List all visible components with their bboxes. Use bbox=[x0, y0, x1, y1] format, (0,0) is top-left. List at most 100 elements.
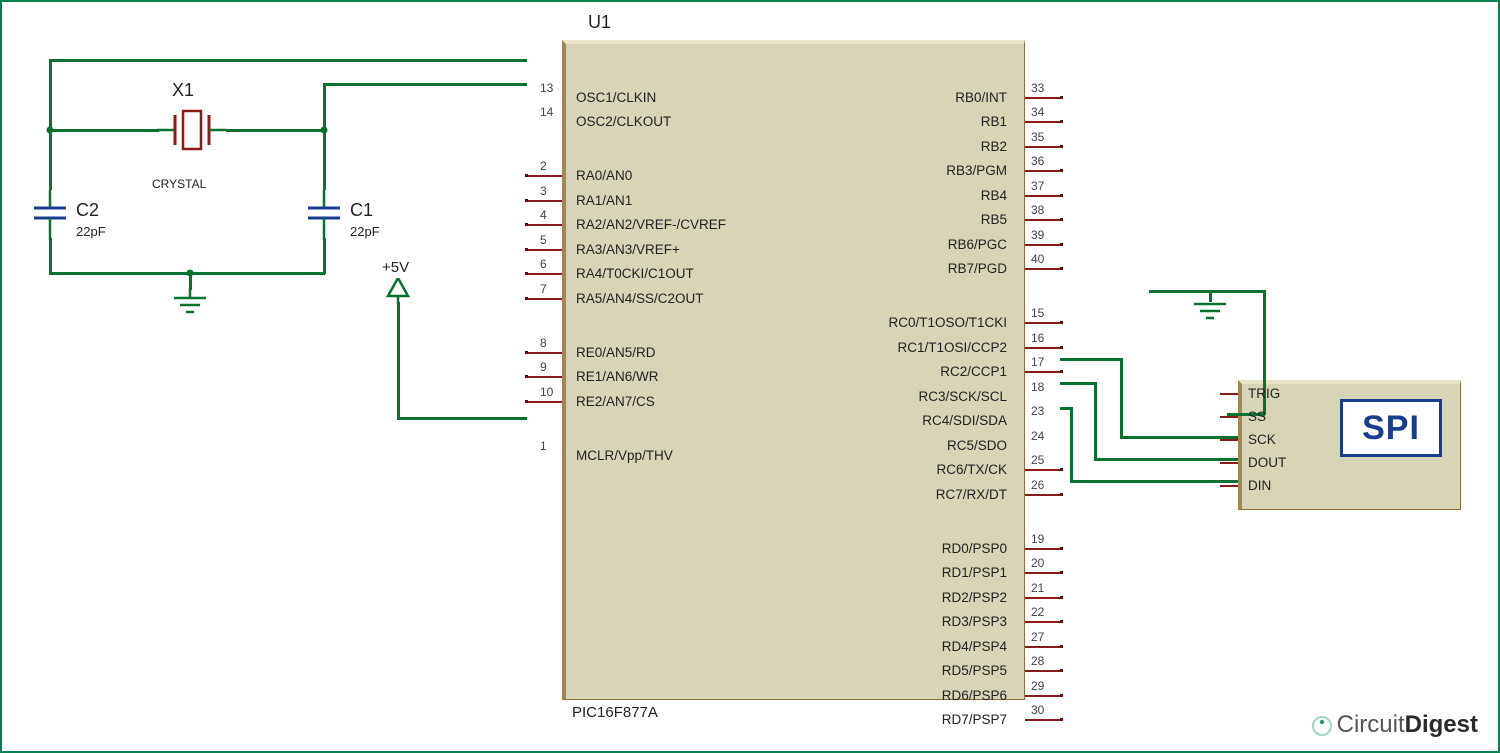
wire bbox=[397, 417, 527, 420]
crystal-ref: X1 bbox=[172, 80, 194, 101]
spi-pin-stub bbox=[1220, 485, 1238, 487]
pin-stub-end bbox=[1060, 267, 1063, 270]
pin-label: RE2/AN7/CS bbox=[576, 394, 655, 409]
pin-stub-end bbox=[1060, 370, 1063, 373]
pin-number: 3 bbox=[540, 184, 547, 198]
wire bbox=[1070, 407, 1073, 482]
pin-label: RD5/PSP5 bbox=[942, 663, 1007, 678]
pin-number: 26 bbox=[1031, 478, 1044, 492]
pin-number: 6 bbox=[540, 257, 547, 271]
pin-stub bbox=[1025, 121, 1061, 123]
junction bbox=[47, 127, 54, 134]
pin-label: RA1/AN1 bbox=[576, 193, 632, 208]
pin-label: OSC1/CLKIN bbox=[576, 90, 656, 105]
pin-stub bbox=[526, 175, 562, 177]
pin-stub-end bbox=[1060, 346, 1063, 349]
pin-stub-end bbox=[1060, 694, 1063, 697]
pin-label: RB4 bbox=[981, 188, 1007, 203]
pin-stub bbox=[1025, 469, 1061, 471]
pin-number: 13 bbox=[540, 81, 553, 95]
pin-stub bbox=[1025, 170, 1061, 172]
pin-stub bbox=[1025, 494, 1061, 496]
wire bbox=[323, 238, 326, 274]
pin-stub-end bbox=[1060, 194, 1063, 197]
pin-number: 2 bbox=[540, 159, 547, 173]
pin-number: 24 bbox=[1031, 429, 1044, 443]
pin-stub-end bbox=[1060, 718, 1063, 721]
pin-number: 5 bbox=[540, 233, 547, 247]
pin-stub-end bbox=[1060, 96, 1063, 99]
wire bbox=[1120, 358, 1123, 438]
pin-label: RB6/PGC bbox=[948, 237, 1007, 252]
pin-number: 35 bbox=[1031, 130, 1044, 144]
pin-stub bbox=[526, 224, 562, 226]
spi-pin-label: DIN bbox=[1248, 478, 1271, 493]
pin-label: RC2/CCP1 bbox=[940, 364, 1007, 379]
pin-stub bbox=[1025, 268, 1061, 270]
pin-stub bbox=[1025, 195, 1061, 197]
pin-number: 38 bbox=[1031, 203, 1044, 217]
pin-number: 8 bbox=[540, 336, 547, 350]
pin-label: RD1/PSP1 bbox=[942, 565, 1007, 580]
pin-stub-end bbox=[1060, 596, 1063, 599]
pin-stub bbox=[1025, 548, 1061, 550]
chip-ref: U1 bbox=[588, 12, 611, 33]
pin-stub-end bbox=[1060, 669, 1063, 672]
pin-stub-end bbox=[525, 223, 528, 226]
pin-label: RC0/T1OSO/T1CKI bbox=[888, 315, 1007, 330]
c2-val: 22pF bbox=[76, 224, 106, 239]
pin-number: 28 bbox=[1031, 654, 1044, 668]
c2-ref: C2 bbox=[76, 200, 99, 221]
pin-label: RD6/PSP6 bbox=[942, 688, 1007, 703]
wire bbox=[397, 302, 400, 419]
pin-stub bbox=[1025, 719, 1061, 721]
pin-number: 27 bbox=[1031, 630, 1044, 644]
c1-val: 22pF bbox=[350, 224, 380, 239]
pin-label: RC3/SCK/SCL bbox=[918, 389, 1007, 404]
pin-stub-end bbox=[525, 375, 528, 378]
pin-stub-end bbox=[1060, 145, 1063, 148]
pin-stub bbox=[1025, 695, 1061, 697]
watermark: CircuitDigest bbox=[1311, 711, 1478, 739]
pin-number: 40 bbox=[1031, 252, 1044, 266]
pin-number: 29 bbox=[1031, 679, 1044, 693]
pin-stub-end bbox=[525, 248, 528, 251]
wire bbox=[49, 129, 159, 132]
pin-stub bbox=[1025, 621, 1061, 623]
pin-stub-end bbox=[525, 272, 528, 275]
wire bbox=[323, 83, 326, 190]
pin-label: RD7/PSP7 bbox=[942, 712, 1007, 727]
pin-label: RC6/TX/CK bbox=[936, 462, 1007, 477]
crystal-val: CRYSTAL bbox=[152, 177, 206, 191]
pin-stub-end bbox=[1060, 321, 1063, 324]
pin-number: 23 bbox=[1031, 404, 1044, 418]
chip-part: PIC16F877A bbox=[572, 704, 658, 721]
wire bbox=[49, 238, 52, 274]
pin-label: RB0/INT bbox=[955, 90, 1007, 105]
pin-stub bbox=[1025, 97, 1061, 99]
pin-label: RA2/AN2/VREF-/CVREF bbox=[576, 217, 726, 232]
pin-label: RB1 bbox=[981, 114, 1007, 129]
crystal-symbol bbox=[157, 107, 227, 153]
junction bbox=[187, 270, 194, 277]
pin-label: RB3/PGM bbox=[946, 163, 1007, 178]
pin-stub-end bbox=[1060, 468, 1063, 471]
power-label: +5V bbox=[382, 259, 409, 276]
pin-label: RD3/PSP3 bbox=[942, 614, 1007, 629]
ground-spi-icon bbox=[1192, 300, 1228, 328]
pin-number: 22 bbox=[1031, 605, 1044, 619]
pin-number: 20 bbox=[1031, 556, 1044, 570]
pin-label: RD4/PSP4 bbox=[942, 639, 1007, 654]
pin-stub-end bbox=[525, 199, 528, 202]
c2-symbol bbox=[32, 190, 68, 240]
pin-number: 18 bbox=[1031, 380, 1044, 394]
pin-stub bbox=[1025, 670, 1061, 672]
pin-stub bbox=[526, 298, 562, 300]
pin-label: RD2/PSP2 bbox=[942, 590, 1007, 605]
pin-number: 25 bbox=[1031, 453, 1044, 467]
schematic-canvas: U1 PIC16F877A X1 CRYSTAL C2 22pF C1 22pF… bbox=[0, 0, 1500, 753]
pin-label: RE1/AN6/WR bbox=[576, 369, 659, 384]
pin-stub bbox=[1025, 244, 1061, 246]
pin-number: 14 bbox=[540, 105, 553, 119]
wire bbox=[49, 59, 527, 62]
